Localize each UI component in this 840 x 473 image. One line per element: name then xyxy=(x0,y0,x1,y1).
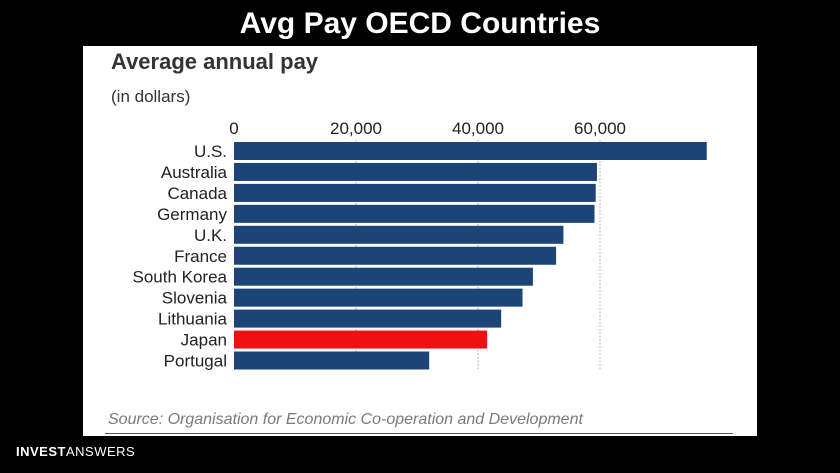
brand-logo-part2: ANSWERS xyxy=(65,444,136,459)
category-label-10: Portugal xyxy=(164,352,227,371)
bar-0 xyxy=(234,142,707,160)
x-tick-label-1: 20,000 xyxy=(330,119,382,138)
brand-logo-part1: INVEST xyxy=(16,444,66,459)
category-label-2: Canada xyxy=(167,184,227,203)
x-tick-label-3: 60,000 xyxy=(574,119,626,138)
bar-3 xyxy=(234,204,595,223)
bar-5 xyxy=(234,246,557,265)
category-label-9: Japan xyxy=(181,331,227,350)
bar-7 xyxy=(234,288,523,307)
bar-4 xyxy=(234,225,564,244)
category-label-7: Slovenia xyxy=(162,289,228,308)
chart-panel: Average annual pay (in dollars) 0 20,000 4… xyxy=(83,46,757,436)
source-divider xyxy=(105,433,733,434)
bar-9 xyxy=(234,330,488,349)
chart-subtitle: (in dollars) xyxy=(111,87,191,106)
x-tick-label-2: 40,000 xyxy=(452,119,504,138)
category-label-5: France xyxy=(174,247,227,266)
bar-2 xyxy=(234,183,596,202)
source-note: Source: Organisation for Economic Co-ope… xyxy=(108,411,583,428)
slide-title: Avg Pay OECD Countries xyxy=(239,7,601,40)
category-label-1: Australia xyxy=(161,163,228,182)
bar-8 xyxy=(234,309,502,328)
x-tick-label-0: 0 xyxy=(229,119,238,138)
bar-10 xyxy=(234,351,430,370)
bar-chart: 0 20,000 40,000 60,000 U.S. Australia Canada Ge… xyxy=(132,119,707,371)
category-label-3: Germany xyxy=(157,205,227,224)
category-label-8: Lithuania xyxy=(158,310,228,329)
category-label-4: U.K. xyxy=(194,226,227,245)
category-label-6: South Korea xyxy=(132,268,227,287)
chart-title: Average annual pay xyxy=(111,49,319,74)
brand-logo: INVESTANSWERS xyxy=(16,444,135,460)
bar-1 xyxy=(234,162,597,181)
bar-6 xyxy=(234,267,533,286)
category-label-0: U.S. xyxy=(194,142,227,161)
